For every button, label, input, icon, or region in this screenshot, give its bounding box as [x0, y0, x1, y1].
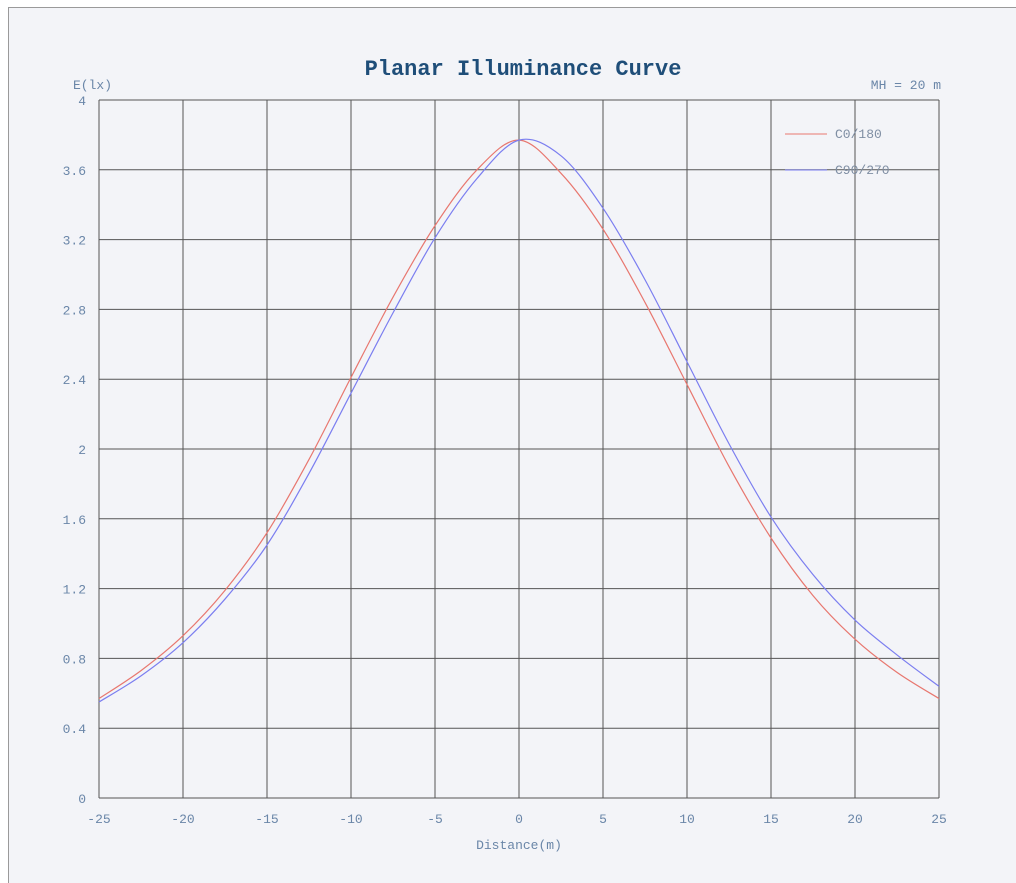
chart-title: Planar Illuminance Curve [365, 57, 682, 82]
y-tick-label: 1.6 [63, 513, 86, 528]
x-axis-label: Distance(m) [476, 838, 562, 853]
x-tick-label: 10 [679, 812, 695, 827]
chart-frame: -25 -20 -15 -10 -5 0 5 10 15 20 25 0 0.4 0.8 1.2 1.6 2 2.… [8, 7, 1016, 883]
series-line-c90-270 [98, 138, 940, 703]
y-tick-label: 0 [78, 792, 86, 807]
illuminance-chart: -25 -20 -15 -10 -5 0 5 10 15 20 25 0 0.4 0.8 1.2 1.6 2 2.… [63, 57, 947, 853]
x-tick-label: -5 [427, 812, 443, 827]
y-tick-label: 3.6 [63, 164, 86, 179]
y-tick-label: 0.4 [63, 722, 87, 737]
grid [98, 99, 940, 799]
x-tick-label: 0 [515, 812, 523, 827]
y-tick-label: 2 [78, 443, 86, 458]
x-tick-label: 15 [763, 812, 779, 827]
y-tick-label: 2.4 [63, 373, 87, 388]
y-tick-label: 2.8 [63, 303, 86, 318]
axis-ticks: -25 -20 -15 -10 -5 0 5 10 15 20 25 0 0.4 0.8 1.2 1.6 2 2.… [63, 94, 947, 827]
x-tick-label: -25 [87, 812, 110, 827]
x-tick-label: -15 [255, 812, 278, 827]
y-tick-label: 4 [78, 94, 86, 109]
legend-label-c0-180: C0/180 [835, 127, 882, 142]
x-tick-label: 5 [599, 812, 607, 827]
x-tick-label: -10 [339, 812, 362, 827]
y-axis-label: E(lx) [73, 78, 112, 93]
y-tick-label: 0.8 [63, 652, 86, 667]
legend-label-c90-270: C90/270 [835, 163, 890, 178]
mounting-height-annotation: MH = 20 m [871, 78, 941, 93]
y-tick-label: 1.2 [63, 583, 86, 598]
legend: C0/180 C90/270 [785, 127, 890, 178]
series-lines [98, 138, 940, 703]
x-tick-label: -20 [171, 812, 194, 827]
x-tick-label: 20 [847, 812, 863, 827]
y-tick-label: 3.2 [63, 234, 86, 249]
x-tick-label: 25 [931, 812, 947, 827]
